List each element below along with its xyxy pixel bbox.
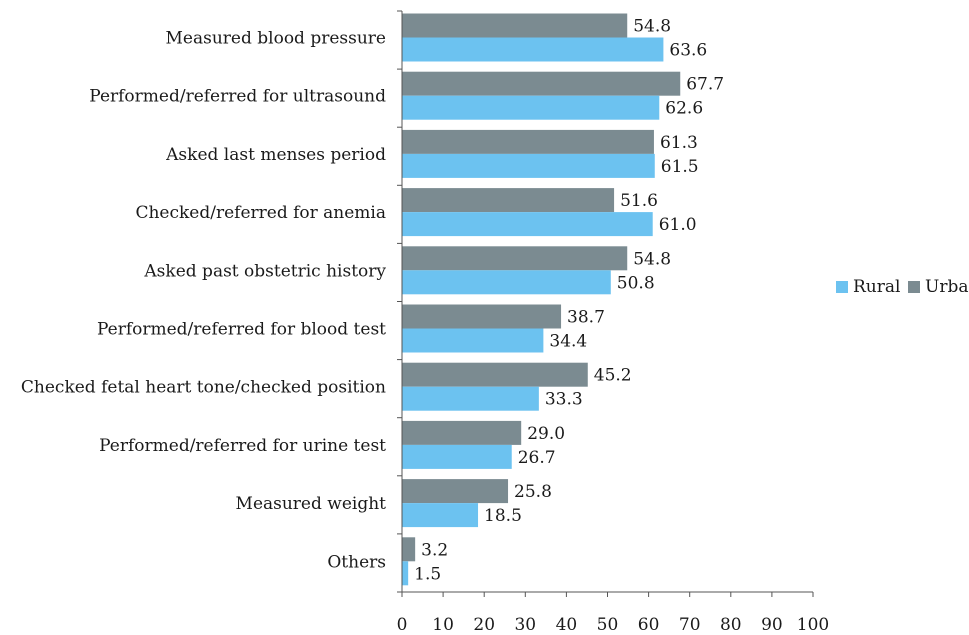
data-label-rural-cat-9: 1.5 [414, 564, 441, 584]
bar-urban-cat-6 [402, 362, 588, 387]
bar-rural-cat-5 [402, 328, 544, 353]
data-label-urban-cat-7: 29.0 [527, 424, 565, 444]
category-label: Measured weight [236, 494, 387, 514]
bar-urban-cat-7 [402, 420, 522, 445]
x-tick-label: 0 [397, 615, 408, 635]
x-tick-label: 100 [797, 615, 829, 635]
bar-urban-cat-5 [402, 304, 562, 329]
x-tick-label: 50 [597, 615, 619, 635]
x-tick-label: 40 [556, 615, 578, 635]
data-label-urban-cat-9: 3.2 [421, 540, 448, 560]
data-label-rural-cat-3: 61.0 [659, 215, 697, 235]
x-tick-label: 90 [761, 615, 783, 635]
category-label: Asked past obstetric history [143, 261, 386, 281]
data-label-urban-cat-5: 38.7 [567, 308, 605, 328]
category-labels-group: Measured blood pressure Performed/referre… [21, 29, 386, 573]
data-label-urban-cat-2: 61.3 [660, 133, 698, 153]
data-label-rural-cat-4: 50.8 [617, 273, 655, 293]
data-label-urban-cat-4: 54.8 [633, 249, 671, 269]
category-label: Performed/referred for urine test [99, 436, 386, 456]
data-labels-group: 54.8 63.6 67.7 62.6 61.3 61.551.661.0 54.8 50.8… [414, 17, 724, 585]
x-tick-label: 20 [473, 615, 495, 635]
bar-rural-cat-6 [402, 386, 539, 411]
bar-rural-cat-8 [402, 503, 479, 528]
x-tick-label: 10 [432, 615, 454, 635]
x-tick-label: 30 [514, 615, 536, 635]
x-tick-label: 60 [638, 615, 660, 635]
bar-urban-cat-4 [402, 246, 628, 271]
data-label-rural-cat-2: 61.5 [661, 157, 699, 177]
data-label-rural-cat-0: 63.6 [669, 41, 707, 61]
category-label: Performed/referred for ultrasound [89, 87, 386, 107]
data-label-rural-cat-7: 26.7 [518, 448, 556, 468]
legend-swatch-urban [908, 281, 920, 293]
legend-label-rural: Rural [853, 277, 900, 297]
bar-rural-cat-4 [402, 270, 611, 295]
data-label-rural-cat-8: 18.5 [484, 506, 522, 526]
legend: Rural Urban [836, 277, 969, 297]
bar-urban-cat-9 [402, 537, 416, 562]
category-label: Measured blood pressure [166, 29, 386, 49]
bars-group [402, 13, 681, 586]
bar-rural-cat-9 [402, 561, 409, 586]
data-label-urban-cat-1: 67.7 [686, 75, 724, 95]
x-tick-label: 70 [679, 615, 701, 635]
bar-urban-cat-2 [402, 129, 654, 154]
data-label-urban-cat-0: 54.8 [633, 17, 671, 37]
x-tick-label: 80 [720, 615, 742, 635]
category-label: Checked fetal heart tone/checked positio… [21, 378, 386, 398]
bar-rural-cat-0 [402, 37, 664, 62]
category-label: Others [327, 552, 386, 572]
category-label: Asked last menses period [165, 145, 386, 165]
legend-label-urban: Urban [925, 277, 969, 297]
bar-urban-cat-1 [402, 71, 681, 96]
category-label: Performed/referred for blood test [97, 320, 386, 340]
bar-rural-cat-1 [402, 95, 660, 120]
category-label: Checked/referred for anemia [135, 203, 386, 223]
data-label-urban-cat-8: 25.8 [514, 482, 552, 502]
data-label-urban-cat-6: 45.2 [594, 366, 632, 386]
axes-group: 0 10 20 30 40 50 60 70 80 90 100 [397, 10, 829, 635]
bar-urban-cat-0 [402, 13, 628, 38]
data-label-rural-cat-5: 34.4 [549, 332, 587, 352]
bar-urban-cat-3 [402, 188, 615, 213]
data-label-rural-cat-1: 62.6 [665, 99, 703, 119]
bar-rural-cat-3 [402, 212, 653, 237]
bar-rural-cat-2 [402, 153, 655, 178]
data-label-rural-cat-6: 33.3 [545, 390, 583, 410]
data-label-urban-cat-3: 51.6 [620, 191, 658, 211]
bar-urban-cat-8 [402, 479, 509, 504]
legend-swatch-rural [836, 281, 848, 293]
bar-rural-cat-7 [402, 444, 512, 469]
